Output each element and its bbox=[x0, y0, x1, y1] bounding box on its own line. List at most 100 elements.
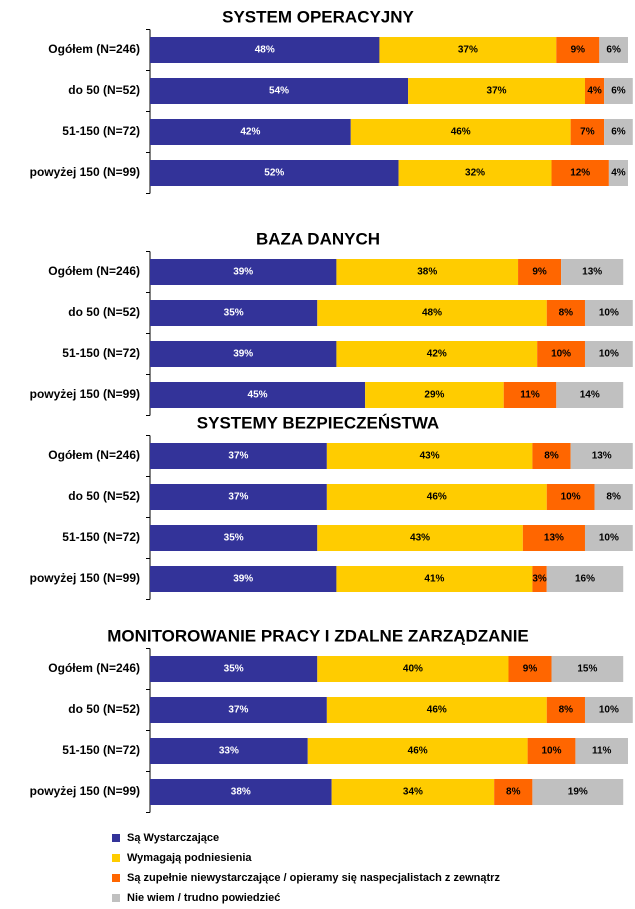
bar-segment bbox=[494, 779, 533, 805]
bar-segment bbox=[398, 160, 552, 186]
bar-segment bbox=[518, 259, 562, 285]
category-label: Ogółem (N=246) bbox=[48, 661, 140, 675]
bar-segment bbox=[551, 160, 609, 186]
panel-title: SYSTEM OPERACYJNY bbox=[222, 7, 414, 26]
value-label: 3% bbox=[532, 574, 547, 585]
value-label: 10% bbox=[599, 533, 619, 544]
bar-segment bbox=[150, 525, 318, 551]
value-label: 32% bbox=[465, 168, 485, 179]
legend-swatch bbox=[112, 874, 120, 882]
bar-segment bbox=[546, 300, 585, 326]
legend-label: Nie wiem / trudno powiedzieć bbox=[127, 892, 280, 904]
legend-label: Są zupełnie niewystarczające / opieramy … bbox=[127, 872, 500, 884]
value-label: 38% bbox=[417, 267, 437, 278]
category-label: 51-150 (N=72) bbox=[62, 346, 140, 360]
bar-segment bbox=[556, 37, 600, 63]
bar-segment bbox=[150, 382, 366, 408]
bar-segment bbox=[150, 697, 327, 723]
bar-segment bbox=[150, 160, 399, 186]
bar-segment bbox=[599, 37, 628, 63]
value-label: 41% bbox=[424, 574, 444, 585]
category-label: powyżej 150 (N=99) bbox=[30, 571, 140, 585]
value-label: 7% bbox=[580, 127, 595, 138]
bar-segment bbox=[537, 341, 585, 367]
bar-segment bbox=[150, 341, 337, 367]
bar-segment bbox=[608, 160, 628, 186]
value-label: 10% bbox=[599, 705, 619, 716]
category-label: do 50 (N=52) bbox=[68, 702, 140, 716]
bar-segment bbox=[532, 566, 547, 592]
value-label: 6% bbox=[611, 86, 626, 97]
bar-segment bbox=[604, 119, 633, 145]
value-label: 45% bbox=[248, 390, 268, 401]
value-label: 10% bbox=[599, 349, 619, 360]
value-label: 9% bbox=[532, 267, 547, 278]
category-label: powyżej 150 (N=99) bbox=[30, 387, 140, 401]
category-label: 51-150 (N=72) bbox=[62, 124, 140, 138]
value-label: 46% bbox=[451, 127, 471, 138]
legend-label: Są Wystarczające bbox=[127, 832, 219, 844]
bar-segment bbox=[527, 738, 576, 764]
bar-segment bbox=[561, 259, 624, 285]
legend-swatch bbox=[112, 894, 120, 902]
category-label: do 50 (N=52) bbox=[68, 83, 140, 97]
value-label: 4% bbox=[587, 86, 602, 97]
bar-segment bbox=[150, 78, 409, 104]
bar-segment bbox=[150, 779, 332, 805]
value-label: 10% bbox=[542, 746, 562, 757]
bar-segment bbox=[326, 443, 533, 469]
panel-title: MONITOROWANIE PRACY I ZDALNE ZARZĄDZANIE bbox=[107, 626, 529, 645]
bar-segment bbox=[604, 78, 633, 104]
value-label: 9% bbox=[571, 45, 586, 56]
bar-segment bbox=[584, 300, 633, 326]
value-label: 13% bbox=[582, 267, 602, 278]
bar-segment bbox=[150, 566, 337, 592]
value-label: 8% bbox=[544, 451, 559, 462]
bar-segment bbox=[150, 37, 380, 63]
bar-segment bbox=[350, 119, 571, 145]
bar-segment bbox=[336, 566, 533, 592]
category-label: Ogółem (N=246) bbox=[48, 42, 140, 56]
bar-segment bbox=[584, 697, 633, 723]
value-label: 37% bbox=[228, 492, 248, 503]
value-label: 6% bbox=[606, 45, 621, 56]
bar-segment bbox=[326, 697, 547, 723]
value-label: 40% bbox=[403, 664, 423, 675]
legend-swatch bbox=[112, 834, 120, 842]
bar-segment bbox=[150, 259, 337, 285]
bar-segment bbox=[365, 382, 504, 408]
bar-segment bbox=[546, 566, 624, 592]
bar-segment bbox=[594, 484, 633, 510]
value-label: 4% bbox=[611, 168, 626, 179]
bar-segment bbox=[150, 443, 327, 469]
category-label: do 50 (N=52) bbox=[68, 489, 140, 503]
value-label: 19% bbox=[568, 787, 588, 798]
value-label: 46% bbox=[427, 705, 447, 716]
value-label: 35% bbox=[224, 664, 244, 675]
bar-segment bbox=[408, 78, 585, 104]
bar-segment bbox=[150, 484, 327, 510]
category-label: powyżej 150 (N=99) bbox=[30, 165, 140, 179]
value-label: 48% bbox=[255, 45, 275, 56]
value-label: 9% bbox=[523, 664, 538, 675]
bar-segment bbox=[150, 119, 351, 145]
value-label: 37% bbox=[458, 45, 478, 56]
value-label: 13% bbox=[592, 451, 612, 462]
category-label: 51-150 (N=72) bbox=[62, 530, 140, 544]
bar-segment bbox=[556, 382, 624, 408]
category-label: 51-150 (N=72) bbox=[62, 743, 140, 757]
category-label: powyżej 150 (N=99) bbox=[30, 784, 140, 798]
value-label: 52% bbox=[264, 168, 284, 179]
value-label: 46% bbox=[408, 746, 428, 757]
bar-segment bbox=[336, 341, 538, 367]
value-label: 8% bbox=[559, 308, 574, 319]
value-label: 8% bbox=[506, 787, 521, 798]
value-label: 48% bbox=[422, 308, 442, 319]
bar-segment bbox=[546, 697, 585, 723]
bar-segment bbox=[575, 738, 628, 764]
value-label: 35% bbox=[224, 533, 244, 544]
value-label: 38% bbox=[231, 787, 251, 798]
bar-segment bbox=[532, 443, 571, 469]
bar-segment bbox=[584, 341, 633, 367]
